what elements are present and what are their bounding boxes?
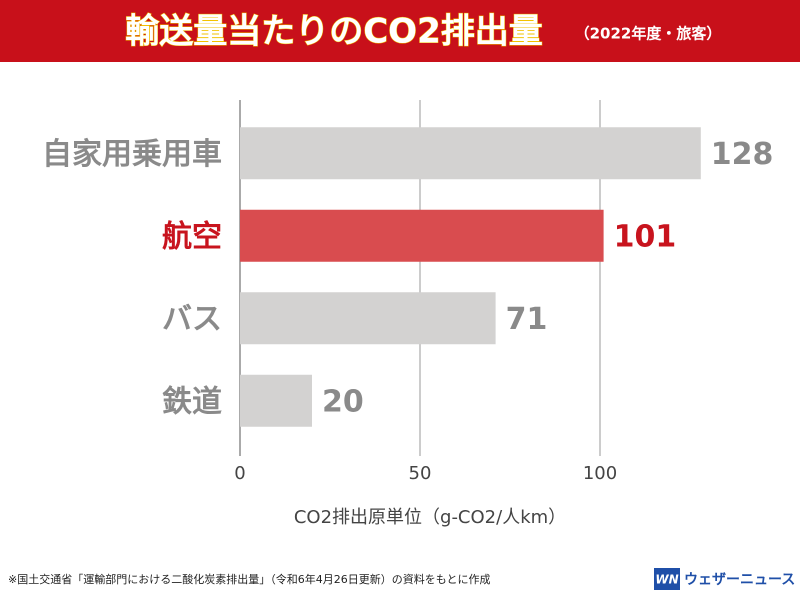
title-banner: [0, 0, 800, 62]
logo-mark-box: [654, 568, 680, 590]
value-label: 20: [322, 384, 364, 419]
x-tick-label: 50: [409, 463, 432, 484]
bar: [240, 127, 701, 180]
y-tick-label: 航空: [162, 219, 222, 254]
x-tick-label: 0: [234, 463, 245, 484]
y-tick-label: 鉄道: [162, 384, 222, 419]
logo-mark: WN: [655, 573, 678, 587]
chart-subtitle: （2022年度・旅客）: [575, 25, 722, 43]
bar: [240, 292, 496, 345]
x-tick-label: 100: [583, 463, 617, 484]
bar: [240, 374, 312, 427]
chart-title: 輸送量当たりのCO2排出量: [125, 12, 543, 52]
logo-text: ウェザーニュース: [684, 572, 795, 588]
x-axis-label: CO2排出原単位（g-CO2/人km）: [294, 507, 566, 528]
value-label: 128: [711, 137, 774, 172]
footnote: ※国土交通省「運輸部門における二酸化炭素排出量」（令和6年4月26日更新）の資料…: [8, 572, 491, 586]
value-label: 71: [506, 302, 548, 337]
bar: [240, 209, 604, 262]
value-label: 101: [614, 219, 677, 254]
y-tick-label: バス: [162, 302, 222, 337]
y-tick-label: 自家用乗用車: [42, 137, 222, 172]
